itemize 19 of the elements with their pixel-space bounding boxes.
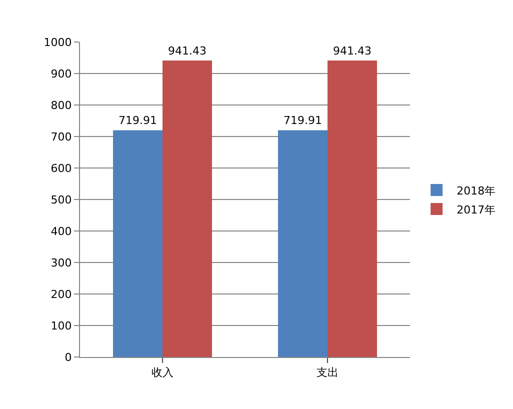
x-tick-label: 收入	[152, 366, 174, 380]
y-tick-label: 0	[64, 350, 72, 364]
y-tick-label: 400	[50, 224, 72, 238]
y-tick-label: 700	[50, 130, 72, 144]
y-tick-label: 600	[50, 162, 72, 175]
legend-label: 2017年	[456, 203, 496, 216]
data-label: 941.43	[333, 44, 372, 58]
data-label: 719.91	[118, 114, 157, 128]
y-tick-label: 900	[50, 67, 72, 80]
x-tick-label: 支出	[316, 366, 338, 380]
y-tick-label: 1000	[44, 36, 72, 49]
data-label: 941.43	[168, 44, 206, 58]
y-tick-label: 300	[50, 256, 72, 270]
y-tick-label: 800	[50, 98, 72, 112]
y-tick-label: 200	[50, 288, 72, 301]
legend-label: 2018年	[456, 184, 496, 198]
y-tick-label: 100	[50, 319, 72, 332]
data-label: 719.91	[284, 114, 322, 128]
y-tick-label: 500	[50, 193, 72, 206]
